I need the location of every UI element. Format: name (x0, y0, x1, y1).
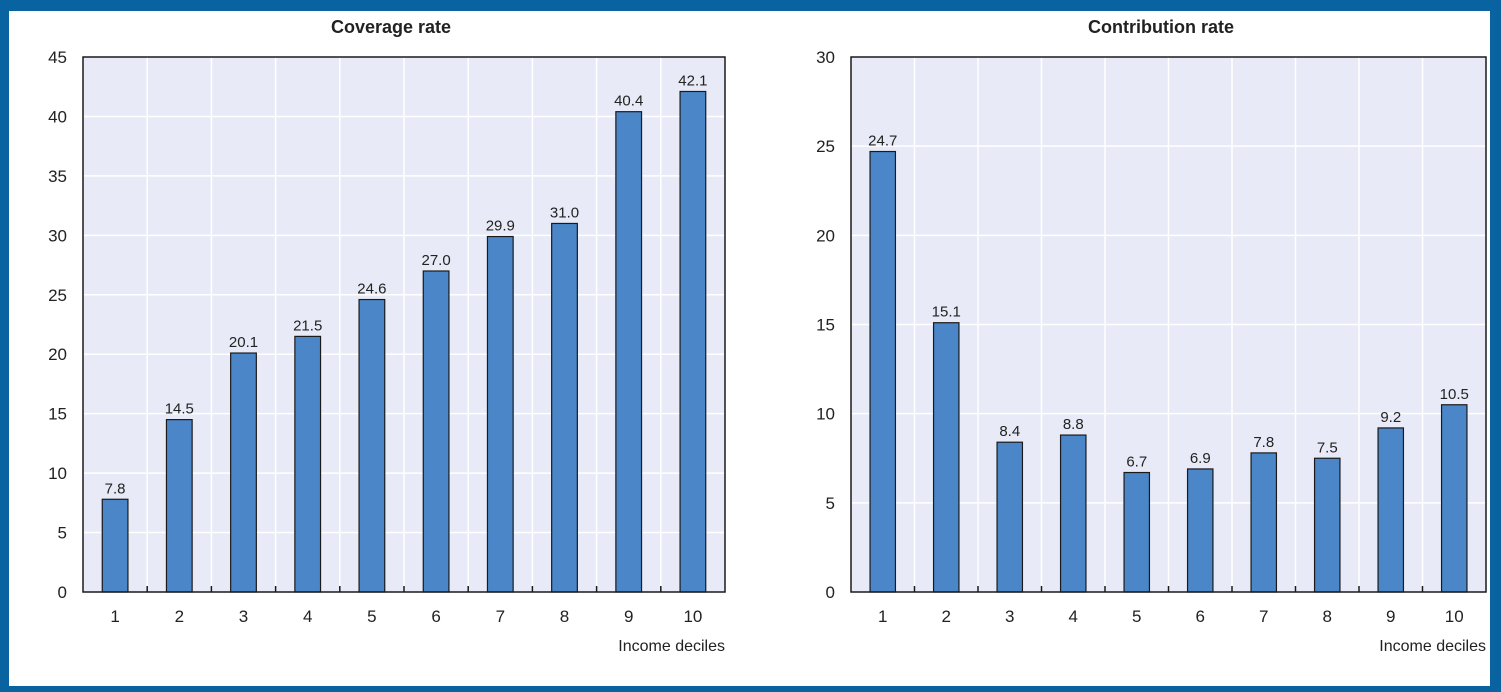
x-tick-label: 8 (560, 607, 569, 626)
data-label: 40.4 (614, 93, 643, 110)
x-tick-label: 1 (110, 607, 119, 626)
bar-decile-4 (1059, 434, 1087, 593)
chart-title: Coverage rate (331, 17, 451, 37)
y-tick-label: 20 (816, 226, 835, 245)
bar-decile-9 (1377, 427, 1405, 593)
bar-decile-7 (486, 235, 514, 593)
x-tick-label: 4 (303, 607, 312, 626)
plot-border (850, 56, 1487, 593)
bar-decile-5 (358, 298, 386, 593)
bar-decile-2 (932, 322, 960, 593)
x-tick-label: 10 (1445, 607, 1464, 626)
bar-decile-10 (1440, 404, 1468, 593)
data-label: 27.0 (421, 252, 450, 269)
x-tick-label: 5 (367, 607, 376, 626)
data-label: 7.8 (105, 480, 126, 497)
data-label: 31.0 (550, 204, 579, 221)
bar-decile-8 (551, 222, 578, 593)
x-tick-label: 7 (496, 607, 505, 626)
x-tick-label: 1 (878, 607, 887, 626)
data-label: 8.8 (1063, 416, 1084, 433)
y-tick-label: 0 (58, 583, 67, 602)
x-tick-label: 2 (942, 607, 951, 626)
bar-decile-9 (615, 111, 643, 593)
y-tick-label: 30 (816, 48, 835, 67)
x-tick-label: 9 (624, 607, 633, 626)
x-tick-label: 3 (239, 607, 248, 626)
charts-canvas: Coverage rate Income deciles 7.8114.5220… (48, 17, 1487, 655)
x-tick-label: 9 (1386, 607, 1395, 626)
y-tick-label: 10 (48, 464, 67, 483)
y-tick-label: 5 (58, 524, 67, 543)
data-label: 29.9 (486, 218, 515, 235)
x-tick-label: 2 (175, 607, 184, 626)
bar-decile-3 (230, 352, 257, 593)
data-label: 7.5 (1317, 439, 1338, 456)
y-tick-label: 20 (48, 345, 67, 364)
bar-decile-8 (1313, 457, 1341, 593)
data-label: 21.5 (293, 317, 322, 334)
bar-decile-7 (1250, 452, 1278, 593)
data-label: 42.1 (678, 72, 707, 89)
y-tick-label: 30 (48, 226, 67, 245)
y-tick-label: 25 (816, 137, 835, 156)
y-tick-label: 15 (48, 405, 67, 424)
bar-decile-6 (1186, 468, 1214, 593)
x-tick-label: 3 (1005, 607, 1014, 626)
y-tick-label: 35 (48, 167, 67, 186)
y-tick-label: 10 (816, 405, 835, 424)
data-label: 10.5 (1440, 386, 1469, 403)
chart-title: Contribution rate (1088, 17, 1234, 37)
bar-decile-3 (996, 441, 1024, 593)
data-label: 8.4 (999, 423, 1020, 440)
x-axis-label: Income deciles (618, 638, 725, 655)
x-axis-label: Income deciles (1379, 638, 1486, 655)
bar-decile-2 (165, 419, 193, 593)
data-label: 6.9 (1190, 450, 1211, 467)
coverage-rate-chart: Coverage rate Income deciles 7.8 1 14.5 2 20… (48, 17, 726, 655)
contribution-rate-chart: Contribution rate Income deciles 24.7 1 15… (816, 17, 1487, 655)
plot-border (82, 56, 726, 593)
y-tick-label: 25 (48, 286, 67, 305)
y-tick-label: 5 (826, 494, 835, 513)
x-tick-label: 5 (1132, 607, 1141, 626)
x-tick-label: 7 (1259, 607, 1268, 626)
y-tick-label: 0 (826, 583, 835, 602)
bar-decile-5 (1123, 471, 1151, 593)
x-tick-label: 4 (1069, 607, 1078, 626)
x-tick-label: 10 (683, 607, 702, 626)
data-label: 24.7 (868, 133, 897, 150)
data-label: 7.8 (1253, 434, 1274, 451)
y-tick-label: 45 (48, 48, 67, 67)
data-label: 15.1 (932, 304, 961, 321)
x-tick-label: 6 (431, 607, 440, 626)
data-label: 14.5 (165, 401, 194, 418)
bar-decile-4 (294, 335, 322, 593)
y-tick-label: 40 (48, 107, 67, 126)
bar-decile-6 (422, 270, 450, 593)
x-tick-label: 8 (1323, 607, 1332, 626)
bar-decile-1 (869, 150, 897, 593)
data-label: 6.7 (1126, 454, 1147, 471)
data-label: 24.6 (357, 281, 386, 298)
bar-decile-1 (101, 498, 129, 593)
y-tick-label: 15 (816, 316, 835, 335)
data-label: 9.2 (1380, 409, 1401, 426)
x-tick-label: 6 (1196, 607, 1205, 626)
bar-decile-10 (679, 90, 707, 593)
figure-frame: Coverage rate Income deciles 7.8 1 14.5 2 20… (9, 11, 1490, 686)
data-label: 20.1 (229, 334, 258, 351)
